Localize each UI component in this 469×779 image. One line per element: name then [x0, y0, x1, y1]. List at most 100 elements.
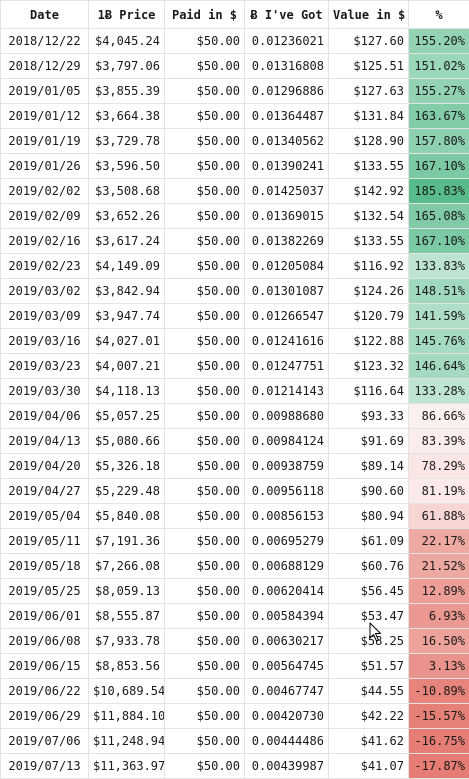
cell-paid[interactable]: $50.00: [165, 629, 245, 654]
cell-date[interactable]: 2019/06/29: [1, 704, 89, 729]
cell-paid[interactable]: $50.00: [165, 104, 245, 129]
cell-price[interactable]: $3,842.94: [89, 279, 165, 304]
cell-date[interactable]: 2019/01/05: [1, 79, 89, 104]
cell-date[interactable]: 2019/07/06: [1, 729, 89, 754]
cell-date[interactable]: 2019/01/19: [1, 129, 89, 154]
cell-paid[interactable]: $50.00: [165, 579, 245, 604]
cell-price[interactable]: $3,652.26: [89, 204, 165, 229]
cell-paid[interactable]: $50.00: [165, 204, 245, 229]
cell-paid[interactable]: $50.00: [165, 54, 245, 79]
cell-value[interactable]: $116.64: [329, 379, 409, 404]
cell-paid[interactable]: $50.00: [165, 429, 245, 454]
cell-value[interactable]: $132.54: [329, 204, 409, 229]
cell-price[interactable]: $4,149.09: [89, 254, 165, 279]
cell-percent[interactable]: 155.27%: [409, 79, 469, 104]
cell-paid[interactable]: $50.00: [165, 29, 245, 54]
cell-price[interactable]: $3,617.24: [89, 229, 165, 254]
cell-btc-got[interactable]: 0.01301087: [245, 279, 329, 304]
cell-paid[interactable]: $50.00: [165, 504, 245, 529]
cell-date[interactable]: 2019/01/26: [1, 154, 89, 179]
cell-percent[interactable]: 86.66%: [409, 404, 469, 429]
cell-percent[interactable]: 83.39%: [409, 429, 469, 454]
cell-date[interactable]: 2019/01/12: [1, 104, 89, 129]
cell-date[interactable]: 2019/06/15: [1, 654, 89, 679]
cell-price[interactable]: $4,007.21: [89, 354, 165, 379]
cell-paid[interactable]: $50.00: [165, 754, 245, 779]
cell-date[interactable]: 2019/04/20: [1, 454, 89, 479]
cell-value[interactable]: $60.76: [329, 554, 409, 579]
cell-btc-got[interactable]: 0.00938759: [245, 454, 329, 479]
cell-date[interactable]: 2019/04/06: [1, 404, 89, 429]
cell-percent[interactable]: 148.51%: [409, 279, 469, 304]
cell-date[interactable]: 2019/06/01: [1, 604, 89, 629]
cell-percent[interactable]: 185.83%: [409, 179, 469, 204]
cell-percent[interactable]: 141.59%: [409, 304, 469, 329]
cell-date[interactable]: 2019/03/23: [1, 354, 89, 379]
header-paid[interactable]: Paid in $: [165, 1, 245, 29]
cell-percent[interactable]: -16.75%: [409, 729, 469, 754]
cell-price[interactable]: $5,229.48: [89, 479, 165, 504]
cell-percent[interactable]: 167.10%: [409, 229, 469, 254]
cell-percent[interactable]: 133.28%: [409, 379, 469, 404]
cell-value[interactable]: $42.22: [329, 704, 409, 729]
cell-date[interactable]: 2019/02/02: [1, 179, 89, 204]
cell-date[interactable]: 2019/04/13: [1, 429, 89, 454]
cell-date[interactable]: 2019/02/16: [1, 229, 89, 254]
cell-value[interactable]: $41.07: [329, 754, 409, 779]
cell-percent[interactable]: 163.67%: [409, 104, 469, 129]
cell-paid[interactable]: $50.00: [165, 554, 245, 579]
cell-value[interactable]: $90.60: [329, 479, 409, 504]
cell-paid[interactable]: $50.00: [165, 154, 245, 179]
cell-percent[interactable]: -17.87%: [409, 754, 469, 779]
cell-price[interactable]: $5,326.18: [89, 454, 165, 479]
cell-btc-got[interactable]: 0.01425037: [245, 179, 329, 204]
cell-value[interactable]: $127.63: [329, 79, 409, 104]
cell-price[interactable]: $10,689.54: [89, 679, 165, 704]
cell-value[interactable]: $44.55: [329, 679, 409, 704]
cell-percent[interactable]: 21.52%: [409, 554, 469, 579]
cell-btc-got[interactable]: 0.01205084: [245, 254, 329, 279]
cell-paid[interactable]: $50.00: [165, 354, 245, 379]
cell-price[interactable]: $5,080.66: [89, 429, 165, 454]
cell-value[interactable]: $133.55: [329, 154, 409, 179]
cell-date[interactable]: 2019/02/09: [1, 204, 89, 229]
cell-price[interactable]: $3,947.74: [89, 304, 165, 329]
cell-date[interactable]: 2019/05/25: [1, 579, 89, 604]
cell-percent[interactable]: 157.80%: [409, 129, 469, 154]
cell-paid[interactable]: $50.00: [165, 129, 245, 154]
cell-price[interactable]: $8,555.87: [89, 604, 165, 629]
cell-btc-got[interactable]: 0.01296886: [245, 79, 329, 104]
cell-value[interactable]: $89.14: [329, 454, 409, 479]
cell-percent[interactable]: 3.13%: [409, 654, 469, 679]
cell-btc-got[interactable]: 0.01236021: [245, 29, 329, 54]
cell-paid[interactable]: $50.00: [165, 679, 245, 704]
cell-btc-got[interactable]: 0.00584394: [245, 604, 329, 629]
cell-percent[interactable]: 6.93%: [409, 604, 469, 629]
header-price[interactable]: 1Ƀ Price: [89, 1, 165, 29]
cell-date[interactable]: 2019/07/13: [1, 754, 89, 779]
cell-paid[interactable]: $50.00: [165, 304, 245, 329]
cell-paid[interactable]: $50.00: [165, 729, 245, 754]
cell-percent[interactable]: 16.50%: [409, 629, 469, 654]
cell-value[interactable]: $133.55: [329, 229, 409, 254]
cell-price[interactable]: $11,884.10: [89, 704, 165, 729]
cell-price[interactable]: $8,853.56: [89, 654, 165, 679]
cell-btc-got[interactable]: 0.01241616: [245, 329, 329, 354]
cell-date[interactable]: 2019/06/22: [1, 679, 89, 704]
cell-btc-got[interactable]: 0.00695279: [245, 529, 329, 554]
cell-date[interactable]: 2019/03/09: [1, 304, 89, 329]
cell-date[interactable]: 2019/03/30: [1, 379, 89, 404]
cell-price[interactable]: $3,797.06: [89, 54, 165, 79]
cell-price[interactable]: $7,933.78: [89, 629, 165, 654]
cell-value[interactable]: $53.47: [329, 604, 409, 629]
cell-btc-got[interactable]: 0.01340562: [245, 129, 329, 154]
cell-value[interactable]: $124.26: [329, 279, 409, 304]
cell-value[interactable]: $61.09: [329, 529, 409, 554]
cell-date[interactable]: 2019/03/16: [1, 329, 89, 354]
cell-price[interactable]: $3,729.78: [89, 129, 165, 154]
cell-value[interactable]: $120.79: [329, 304, 409, 329]
cell-btc-got[interactable]: 0.01364487: [245, 104, 329, 129]
cell-paid[interactable]: $50.00: [165, 329, 245, 354]
cell-value[interactable]: $80.94: [329, 504, 409, 529]
cell-value[interactable]: $51.57: [329, 654, 409, 679]
